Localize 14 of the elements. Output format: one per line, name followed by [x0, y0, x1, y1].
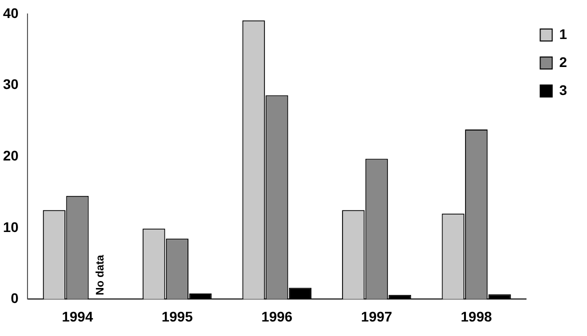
legend-label: 1 [559, 26, 568, 42]
legend-label: 2 [559, 54, 568, 70]
annotation: No data [94, 254, 107, 296]
x-tick-label: 1997 [361, 308, 392, 324]
legend-label: 3 [559, 82, 568, 98]
y-tick-label: 10 [2, 218, 19, 235]
x-tick-label: 1998 [460, 308, 492, 324]
x-tick-label: 1995 [162, 308, 193, 324]
y-tick-label: 20 [2, 147, 19, 164]
y-tick-label: 0 [10, 290, 19, 306]
y-tick-label: 30 [2, 76, 19, 92]
x-tick-label: 1996 [261, 308, 293, 324]
x-tick-label: 1994 [62, 308, 94, 324]
y-tick-label: 40 [2, 4, 19, 21]
